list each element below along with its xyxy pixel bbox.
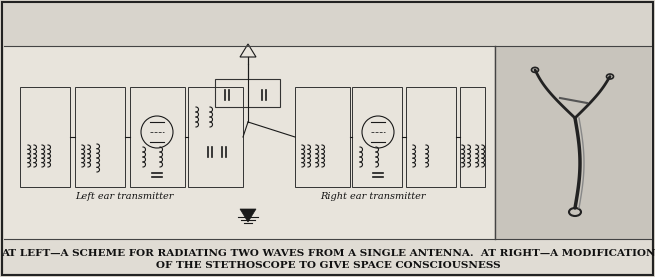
FancyBboxPatch shape <box>4 46 494 239</box>
FancyBboxPatch shape <box>4 239 651 273</box>
Bar <box>460 87 485 187</box>
Text: Right ear transmitter: Right ear transmitter <box>320 192 426 201</box>
Text: Left ear transmitter: Left ear transmitter <box>75 192 174 201</box>
FancyBboxPatch shape <box>496 46 651 239</box>
FancyBboxPatch shape <box>2 2 653 275</box>
Bar <box>352 87 402 187</box>
Bar <box>130 87 185 187</box>
Bar <box>406 87 456 187</box>
Bar <box>295 87 350 187</box>
Bar <box>20 87 70 187</box>
Text: OF THE STETHOSCOPE TO GIVE SPACE CONSCIOUSNESS: OF THE STETHOSCOPE TO GIVE SPACE CONSCIO… <box>156 260 500 270</box>
Polygon shape <box>240 209 256 222</box>
Bar <box>215 79 280 107</box>
Text: AT LEFT—A SCHEME FOR RADIATING TWO WAVES FROM A SINGLE ANTENNA.  AT RIGHT—A MODI: AT LEFT—A SCHEME FOR RADIATING TWO WAVES… <box>1 248 655 258</box>
Bar <box>188 87 243 187</box>
Bar <box>75 87 125 187</box>
